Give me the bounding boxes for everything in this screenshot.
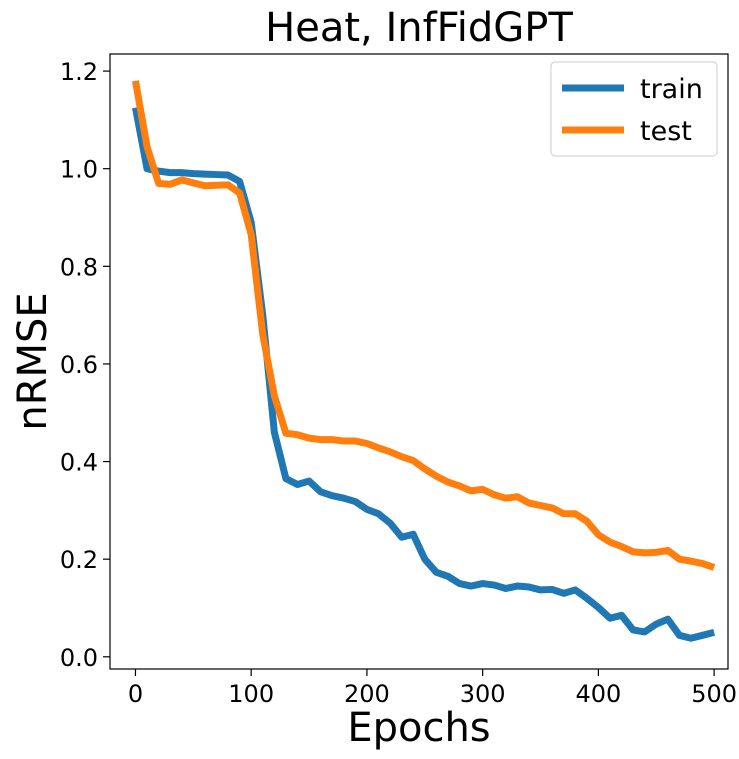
legend-label-test: test (640, 116, 692, 147)
x-tick-label: 500 (691, 680, 737, 708)
y-tick-label: 0.0 (60, 644, 98, 672)
x-tick-label: 200 (344, 680, 390, 708)
y-tick-label: 1.2 (60, 58, 98, 86)
plot-area: 0 100 200 300 400 500 0.0 0.2 0.4 0.6 0.8 1.0 1.2 (60, 53, 737, 708)
y-tick-label: 0.2 (60, 546, 98, 574)
series-lines (132, 80, 716, 642)
axes-frame (109, 53, 729, 670)
x-tick-label: 0 (128, 680, 143, 708)
series-line-test (132, 80, 716, 571)
x-tick-label: 300 (460, 680, 506, 708)
series-line-train (132, 107, 715, 642)
y-tick-label: 0.6 (60, 351, 98, 379)
x-tick-label: 400 (575, 680, 621, 708)
chart-title: Heat, InfFidGPT (265, 5, 573, 51)
y-tick-label: 0.8 (60, 253, 98, 281)
x-axis-title: Epochs (347, 705, 490, 751)
x-tick-label: 100 (228, 680, 274, 708)
legend-label-train: train (640, 74, 703, 105)
legend: train test (550, 61, 718, 157)
y-tick-label: 0.4 (60, 449, 98, 477)
y-tick-label: 1.0 (60, 156, 98, 184)
y-axis-title: nRMSE (10, 292, 56, 430)
